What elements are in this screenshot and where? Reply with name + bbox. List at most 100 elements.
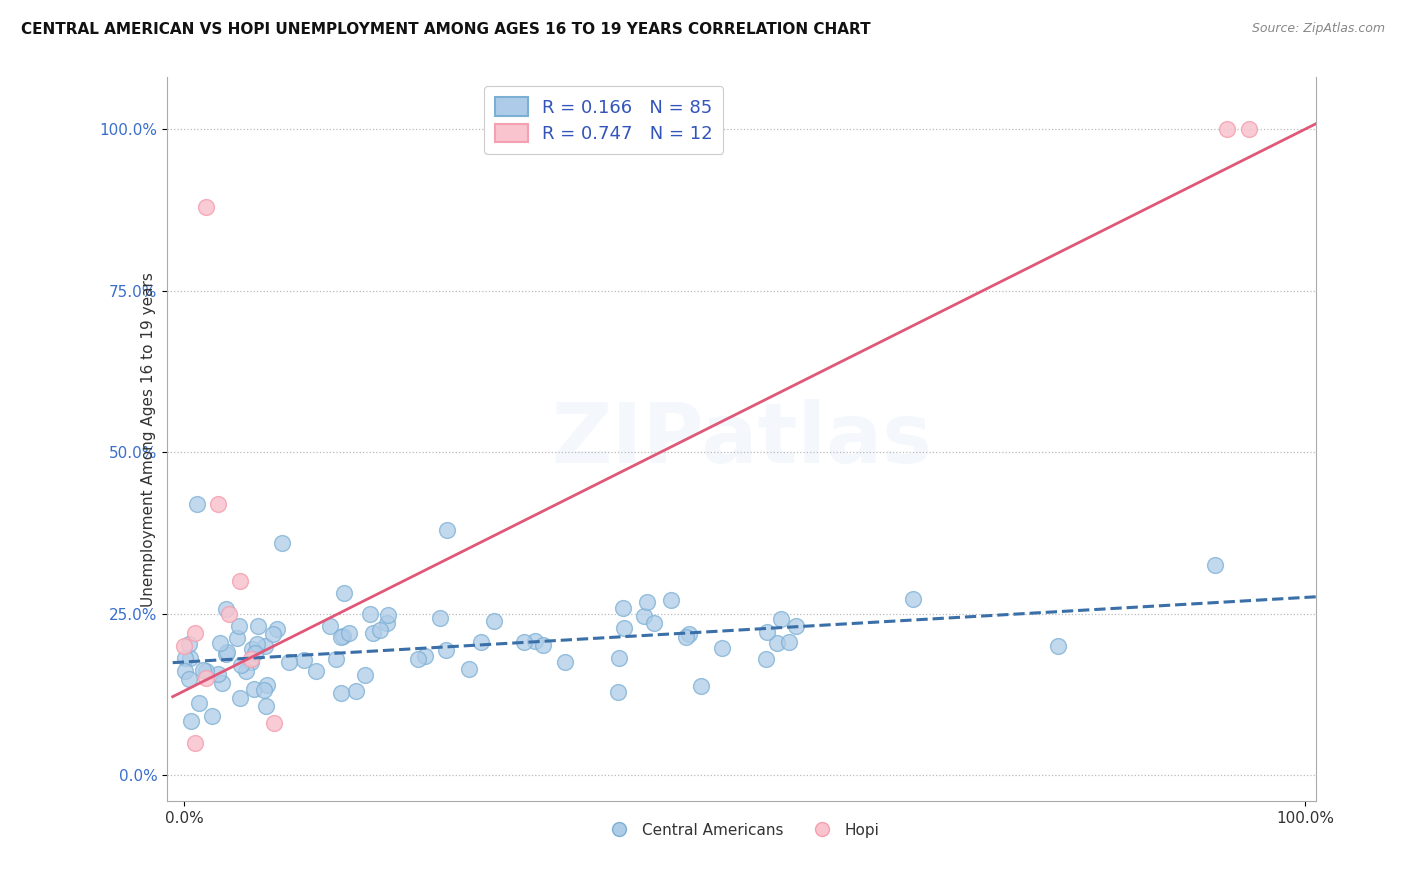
- Point: [755, 651, 778, 665]
- Point: [184, 626, 207, 640]
- Point: [277, 656, 299, 670]
- Point: [262, 627, 284, 641]
- Point: [375, 615, 398, 630]
- Point: [218, 607, 240, 621]
- Point: [337, 626, 360, 640]
- Point: [207, 667, 229, 681]
- Point: [266, 623, 288, 637]
- Point: [247, 619, 270, 633]
- Point: [184, 736, 207, 750]
- Point: [523, 633, 546, 648]
- Point: [711, 641, 734, 656]
- Point: [613, 621, 636, 635]
- Point: [359, 607, 381, 622]
- Point: [173, 639, 195, 653]
- Point: [901, 591, 924, 606]
- Point: [482, 614, 505, 628]
- Point: [240, 652, 263, 666]
- Point: [470, 635, 492, 649]
- Point: [177, 637, 200, 651]
- Point: [633, 608, 655, 623]
- Point: [675, 630, 697, 644]
- Point: [177, 672, 200, 686]
- Point: [344, 683, 367, 698]
- Point: [434, 642, 457, 657]
- Point: [636, 595, 658, 609]
- Point: [229, 658, 252, 673]
- Point: [607, 651, 630, 665]
- Text: Source: ZipAtlas.com: Source: ZipAtlas.com: [1251, 22, 1385, 36]
- Point: [188, 696, 211, 710]
- Point: [329, 686, 352, 700]
- Point: [778, 635, 800, 649]
- Point: [643, 616, 665, 631]
- Point: [191, 663, 214, 677]
- Point: [207, 497, 229, 511]
- Point: [228, 618, 250, 632]
- Point: [226, 631, 249, 645]
- Point: [254, 699, 277, 714]
- Text: CENTRAL AMERICAN VS HOPI UNEMPLOYMENT AMONG AGES 16 TO 19 YEARS CORRELATION CHAR: CENTRAL AMERICAN VS HOPI UNEMPLOYMENT AM…: [21, 22, 870, 37]
- Point: [305, 664, 328, 678]
- Point: [554, 655, 576, 669]
- Point: [173, 650, 195, 665]
- Point: [229, 574, 252, 589]
- Text: ZIPatlas: ZIPatlas: [551, 399, 932, 480]
- Point: [186, 497, 208, 511]
- Point: [531, 638, 554, 652]
- Point: [245, 646, 267, 660]
- Legend: Central Americans, Hopi: Central Americans, Hopi: [598, 817, 886, 844]
- Point: [607, 685, 630, 699]
- Point: [253, 683, 276, 698]
- Point: [332, 629, 354, 643]
- Point: [239, 655, 262, 669]
- Point: [363, 625, 385, 640]
- Point: [678, 627, 700, 641]
- Point: [755, 624, 778, 639]
- Point: [429, 611, 451, 625]
- Point: [325, 652, 347, 666]
- Y-axis label: Unemployment Among Ages 16 to 19 years: Unemployment Among Ages 16 to 19 years: [141, 272, 156, 607]
- Point: [242, 682, 264, 697]
- Point: [195, 200, 218, 214]
- Point: [661, 593, 683, 607]
- Point: [215, 644, 238, 658]
- Point: [208, 636, 231, 650]
- Point: [228, 690, 250, 705]
- Point: [1047, 639, 1070, 653]
- Point: [1215, 122, 1237, 136]
- Point: [769, 612, 792, 626]
- Point: [512, 634, 534, 648]
- Point: [263, 716, 285, 731]
- Point: [174, 664, 197, 678]
- Point: [271, 535, 294, 549]
- Point: [436, 523, 458, 537]
- Point: [785, 619, 807, 633]
- Point: [319, 618, 342, 632]
- Point: [368, 623, 391, 637]
- Point: [179, 651, 201, 665]
- Point: [612, 601, 634, 615]
- Point: [689, 679, 711, 693]
- Point: [329, 630, 352, 644]
- Point: [353, 668, 375, 682]
- Point: [256, 677, 278, 691]
- Point: [201, 709, 224, 723]
- Point: [406, 651, 429, 665]
- Point: [195, 664, 218, 678]
- Point: [333, 586, 356, 600]
- Point: [413, 648, 436, 663]
- Point: [254, 639, 277, 653]
- Point: [1237, 122, 1260, 136]
- Point: [294, 653, 316, 667]
- Point: [195, 671, 218, 685]
- Point: [180, 714, 202, 729]
- Point: [377, 607, 399, 622]
- Point: [235, 665, 257, 679]
- Point: [457, 662, 479, 676]
- Point: [765, 636, 787, 650]
- Point: [246, 637, 269, 651]
- Point: [215, 602, 238, 616]
- Point: [214, 647, 236, 661]
- Point: [1204, 558, 1226, 573]
